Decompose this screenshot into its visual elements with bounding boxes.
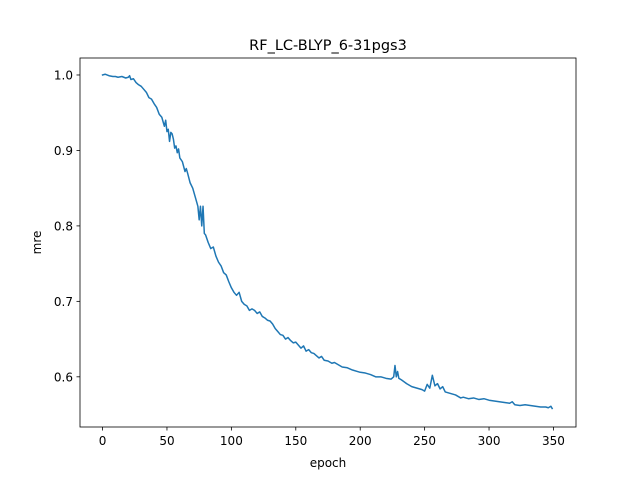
x-tick-label: 100 bbox=[220, 434, 243, 448]
chart-title: RF_LC-BLYP_6-31pgs3 bbox=[249, 38, 407, 54]
y-tick-label: 0.6 bbox=[54, 370, 73, 384]
x-tick-label: 200 bbox=[349, 434, 372, 448]
y-tick-label: 0.7 bbox=[54, 295, 73, 309]
x-tick-label: 150 bbox=[284, 434, 307, 448]
x-tick-label: 0 bbox=[99, 434, 107, 448]
y-axis-label: mre bbox=[30, 231, 44, 255]
x-tick-label: 250 bbox=[413, 434, 436, 448]
x-tick-label: 50 bbox=[159, 434, 174, 448]
y-tick-label: 0.8 bbox=[54, 219, 73, 233]
series-line bbox=[101, 73, 554, 410]
x-axis: 0 50 100 150 200 250 300 350 bbox=[99, 427, 565, 448]
plot-frame bbox=[79, 57, 577, 428]
x-axis-label: epoch bbox=[310, 456, 347, 470]
x-tick-label: 300 bbox=[478, 434, 501, 448]
x-tick-label: 350 bbox=[542, 434, 565, 448]
y-tick-label: 1.0 bbox=[54, 68, 73, 82]
plot-area bbox=[80, 58, 576, 427]
y-tick-label: 0.9 bbox=[54, 144, 73, 158]
y-axis: 0.6 0.7 0.8 0.9 1.0 bbox=[54, 68, 80, 384]
